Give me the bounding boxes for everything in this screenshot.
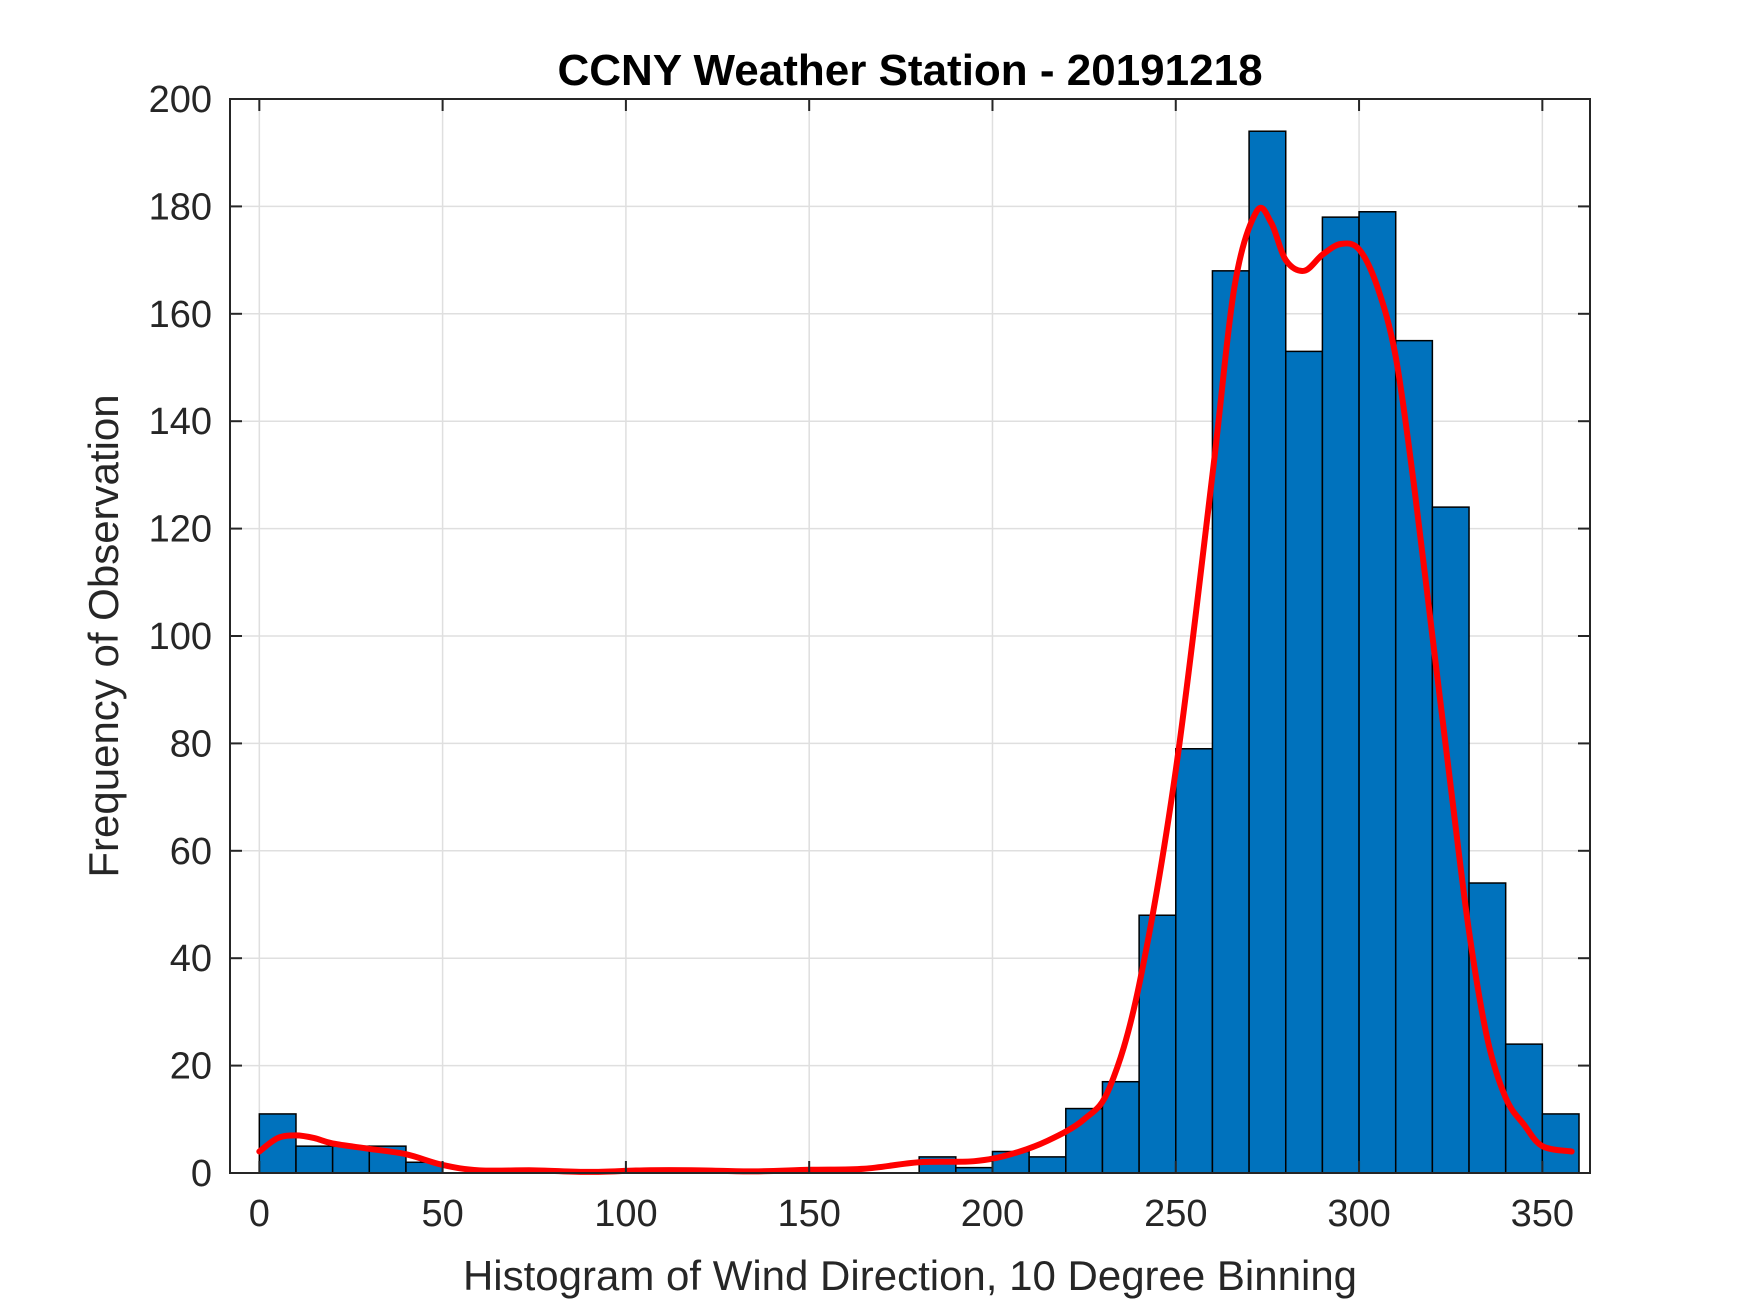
histogram-bar bbox=[1358, 211, 1397, 1174]
y-axis-label: Frequency of Observation bbox=[80, 394, 127, 877]
y-tick-label: 200 bbox=[149, 79, 212, 121]
y-tick-label: 40 bbox=[170, 938, 212, 980]
histogram-bar bbox=[1321, 216, 1360, 1174]
histogram-bar bbox=[1431, 506, 1470, 1174]
histogram-bar bbox=[1028, 1156, 1067, 1174]
histogram-bar bbox=[1541, 1113, 1580, 1174]
histogram-bar bbox=[1175, 748, 1214, 1174]
histogram-bar bbox=[1248, 130, 1287, 1174]
y-tick-label: 20 bbox=[170, 1046, 212, 1088]
x-tick-label: 0 bbox=[249, 1193, 270, 1235]
x-tick-label: 350 bbox=[1511, 1193, 1574, 1235]
y-tick-label: 160 bbox=[149, 294, 212, 336]
x-tick-label: 200 bbox=[961, 1193, 1024, 1235]
histogram-bar bbox=[1284, 350, 1324, 1174]
x-tick-label: 250 bbox=[1144, 1193, 1207, 1235]
x-tick-label: 150 bbox=[777, 1193, 840, 1235]
y-tick-label: 140 bbox=[149, 401, 212, 443]
histogram-bar bbox=[295, 1145, 334, 1174]
x-tick-label: 50 bbox=[421, 1193, 463, 1235]
x-tick-label: 300 bbox=[1327, 1193, 1390, 1235]
y-tick-label: 100 bbox=[149, 616, 212, 658]
y-tick-label: 60 bbox=[170, 831, 212, 873]
chart-title: CCNY Weather Station - 20191218 bbox=[557, 46, 1262, 95]
fit-curve-layer bbox=[256, 204, 1575, 1175]
y-tick-label: 120 bbox=[149, 509, 212, 551]
x-tick-label: 100 bbox=[594, 1193, 657, 1235]
y-tick-label: 80 bbox=[170, 723, 212, 765]
y-tick-label: 180 bbox=[149, 186, 212, 228]
tick-labels: 0 50 100 150 200 250 300 350 0 20 40 60 80 100 120 140 1… bbox=[149, 79, 1574, 1235]
y-tick-label: 0 bbox=[191, 1153, 212, 1195]
fit-curve-line bbox=[256, 204, 1575, 1175]
x-axis-label: Histogram of Wind Direction, 10 Degree B… bbox=[463, 1252, 1357, 1299]
tick-marks bbox=[230, 98, 1590, 1174]
